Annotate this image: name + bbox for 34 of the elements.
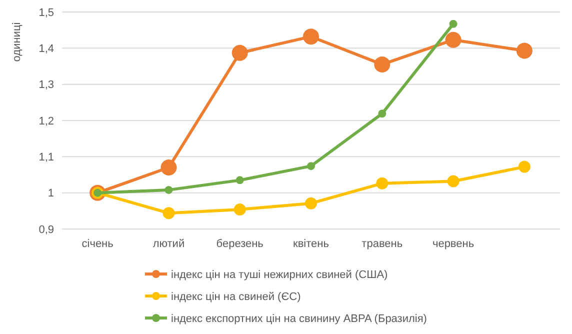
- legend-label: індекс цін на туші нежирних свиней (США): [171, 268, 388, 281]
- point: [303, 28, 319, 45]
- point: [232, 44, 248, 61]
- point: [307, 162, 315, 170]
- legend-label: індекс експортних цін на свинину ABPA (Бразилія): [171, 312, 427, 325]
- point: [305, 197, 317, 210]
- y-tick-label: 1,4: [38, 43, 54, 56]
- y-tick-label: 1,2: [38, 115, 54, 128]
- x-tick-label: травень: [362, 238, 403, 250]
- y-tick-label: 1,3: [38, 79, 54, 92]
- y-tick-label: 1,5: [38, 6, 54, 19]
- x-tick-label: квітень: [293, 238, 330, 250]
- point: [445, 32, 462, 48]
- point: [160, 160, 177, 176]
- point: [374, 56, 390, 72]
- y-tick-label: 1,1: [38, 152, 54, 164]
- x-tick-label: березень: [216, 238, 264, 250]
- point: [162, 207, 175, 220]
- x-tick-label: січень: [82, 238, 114, 250]
- legend-label: індекс цін на свиней (ЄС): [171, 290, 301, 303]
- point: [378, 110, 386, 118]
- x-tick-label: лютий: [152, 238, 185, 250]
- point: [518, 160, 530, 173]
- x-tick-label: червень: [432, 238, 474, 250]
- y-tick-label: 0,9: [38, 224, 54, 236]
- point: [516, 42, 532, 59]
- y-axis-title: одиниці: [11, 22, 23, 62]
- point: [447, 175, 460, 188]
- point: [236, 176, 244, 184]
- point: [449, 20, 458, 28]
- point: [234, 203, 246, 216]
- point: [164, 186, 173, 194]
- point: [376, 177, 388, 190]
- y-tick-label: 1: [48, 188, 54, 200]
